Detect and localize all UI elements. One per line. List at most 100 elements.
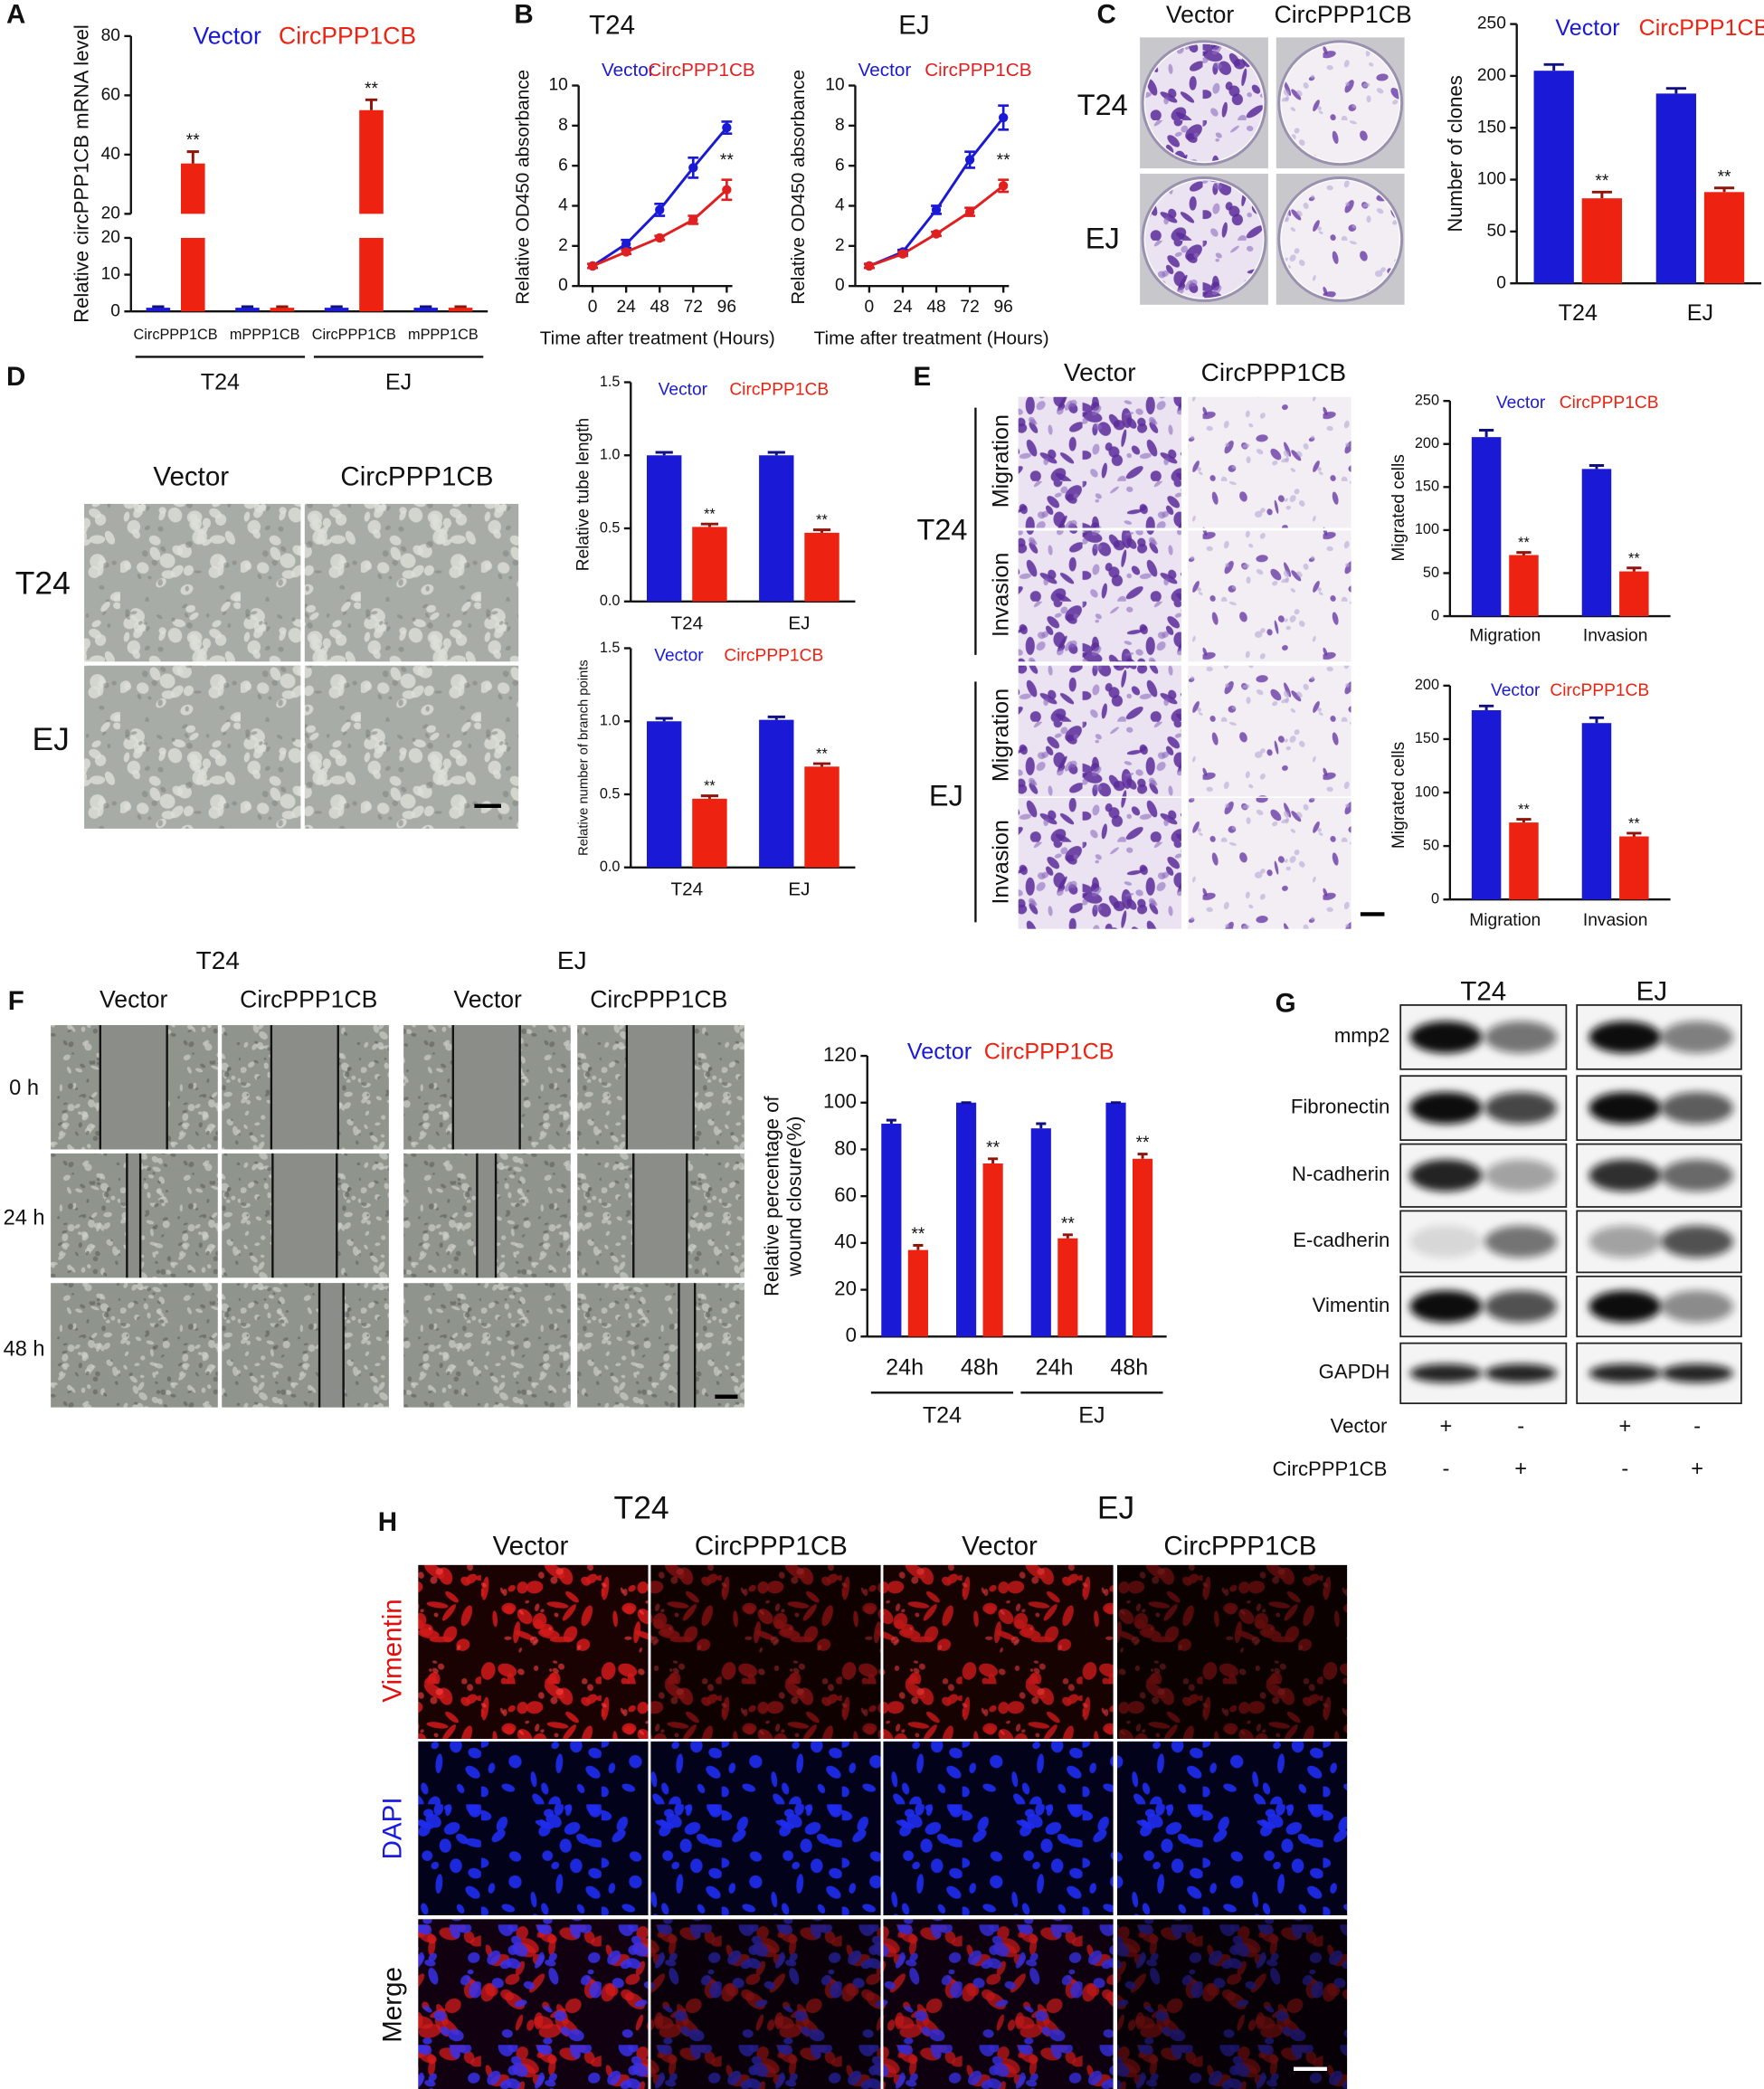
y-tick-label: 0.5 xyxy=(600,785,621,802)
significance: ** xyxy=(816,512,828,528)
x-tick-label: 96 xyxy=(993,298,1012,317)
x-tick-label: 96 xyxy=(717,298,736,317)
micrograph xyxy=(1018,396,1181,528)
row-label: EJ xyxy=(929,780,963,812)
legend-entry: CircPPP1CB xyxy=(648,60,754,81)
y-axis-label: Migrated cells xyxy=(1389,454,1408,561)
bar xyxy=(759,455,794,602)
bar xyxy=(1509,822,1539,900)
panel-letter: E xyxy=(913,362,931,392)
band xyxy=(1409,1290,1483,1323)
y-tick-label: 4 xyxy=(558,196,568,215)
x-tick-label: 72 xyxy=(960,298,979,317)
wound-gap xyxy=(100,1025,167,1150)
legend-entry: CircPPP1CB xyxy=(1639,15,1764,41)
legend-entry: Vector xyxy=(1555,15,1619,41)
bar xyxy=(804,532,839,602)
y-tick-label: 10 xyxy=(101,265,120,284)
column-label: CircPPP1CB xyxy=(1201,358,1347,386)
significance: ** xyxy=(1136,1134,1150,1153)
y-tick-label: 250 xyxy=(1477,14,1506,33)
group-label: EJ xyxy=(1636,976,1667,1006)
colonies xyxy=(1281,180,1399,299)
error-bar xyxy=(1626,831,1642,837)
y-tick-label: 0 xyxy=(1496,273,1506,292)
band xyxy=(1484,1159,1558,1192)
y-tick-label: 20 xyxy=(101,204,120,223)
bar xyxy=(907,1249,928,1337)
significance: ** xyxy=(1628,550,1640,566)
group-label: T24 xyxy=(196,946,240,974)
row-label: T24 xyxy=(1077,89,1128,121)
error-bar xyxy=(1713,186,1735,193)
fluorescence xyxy=(883,1741,1114,1915)
marker xyxy=(998,112,1009,123)
row-label: EJ xyxy=(1086,222,1120,254)
x-tick-label: CircPPP1CB xyxy=(134,327,218,343)
panel-letter: C xyxy=(1097,0,1116,30)
marker xyxy=(964,206,975,217)
y-tick-label: 0 xyxy=(558,276,568,295)
y-tick-label: 1.5 xyxy=(600,640,621,656)
bar xyxy=(146,308,171,312)
x-tick-label: 24 xyxy=(616,298,636,317)
error-bar xyxy=(1589,716,1605,724)
y-axis-label: Relative number of branch points xyxy=(576,660,591,856)
y-tick-label: 100 xyxy=(823,1090,857,1113)
column-label: CircPPP1CB xyxy=(340,462,493,492)
group-label: T24 xyxy=(1460,976,1506,1006)
bar xyxy=(324,308,349,312)
marker xyxy=(655,233,665,243)
bar xyxy=(1471,437,1502,617)
error-bar xyxy=(1626,566,1642,572)
bar xyxy=(413,308,438,312)
error-bar xyxy=(1543,62,1564,71)
marker xyxy=(688,214,698,225)
bar xyxy=(1030,1128,1051,1337)
y-tick-label: 0 xyxy=(1431,891,1439,907)
y-tick-label: 100 xyxy=(1415,521,1439,537)
bar xyxy=(270,308,295,312)
x-tick-label: T24 xyxy=(671,612,704,633)
x-tick-label: Invasion xyxy=(1583,626,1647,645)
wound-gap xyxy=(272,1153,337,1278)
y-tick-label: 8 xyxy=(835,116,845,135)
y-tick-label: 0.5 xyxy=(600,519,621,536)
legend-entry: CircPPP1CB xyxy=(724,646,823,665)
band xyxy=(1409,1091,1483,1125)
y-tick-label: 100 xyxy=(1415,783,1439,800)
panel-letter: D xyxy=(6,362,25,392)
error-bar xyxy=(988,1157,999,1163)
sign: - xyxy=(1621,1458,1628,1481)
x-tick-label: 48 xyxy=(650,298,669,317)
band xyxy=(1484,1363,1558,1383)
bar xyxy=(1619,836,1649,900)
assay-label: Migration xyxy=(989,414,1014,508)
error-bar xyxy=(812,528,831,533)
y-tick-label: 150 xyxy=(1415,479,1439,495)
y-tick-label: 40 xyxy=(101,145,120,164)
error-bar xyxy=(241,305,254,309)
legend-entry: Vector xyxy=(858,60,912,81)
marker xyxy=(722,122,732,133)
error-bar xyxy=(1036,1122,1047,1129)
fluorescence xyxy=(650,1741,881,1915)
y-axis-label: Relative OD450 absorbance xyxy=(788,70,809,305)
x-tick-label: 24h xyxy=(886,1354,924,1380)
group-label: T24 xyxy=(923,1403,962,1429)
band xyxy=(1484,1021,1558,1054)
error-bar xyxy=(655,451,673,456)
bar xyxy=(1655,93,1697,284)
error-bar xyxy=(1062,1233,1073,1239)
wound-gap xyxy=(270,1025,338,1150)
micrograph xyxy=(51,1283,218,1408)
error-bar xyxy=(1516,551,1532,555)
bar xyxy=(235,308,260,312)
y-tick-label: 80 xyxy=(834,1136,857,1159)
y-tick-label: 6 xyxy=(558,156,568,175)
group-label: EJ xyxy=(557,946,587,974)
line xyxy=(868,117,1005,268)
significance: ** xyxy=(186,131,200,150)
panel-letter: F xyxy=(8,986,24,1016)
x-tick-label: EJ xyxy=(1687,300,1713,326)
